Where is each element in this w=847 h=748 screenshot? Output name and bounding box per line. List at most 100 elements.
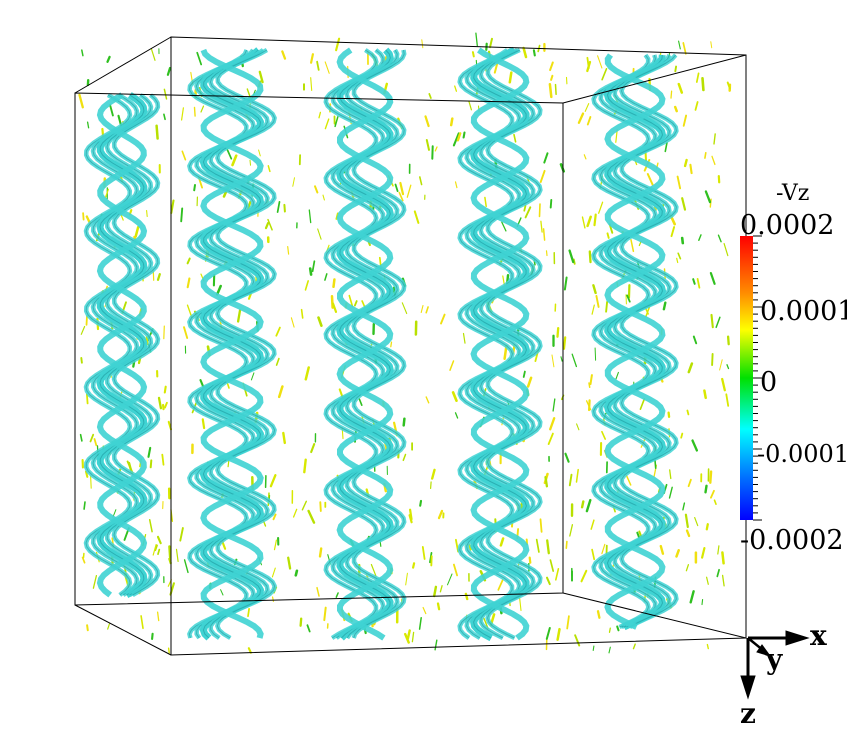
velocity-arrow (449, 117, 454, 127)
velocity-arrow (677, 252, 682, 260)
velocity-arrow (272, 596, 274, 602)
velocity-arrow (304, 366, 310, 381)
velocity-arrow (468, 100, 472, 111)
velocity-arrow (151, 632, 154, 640)
velocity-arrow (434, 146, 438, 152)
velocity-arrow (401, 302, 408, 315)
velocity-arrow (163, 113, 166, 121)
velocity-arrow (471, 51, 475, 58)
velocity-arrow (497, 579, 504, 591)
velocity-arrow (86, 121, 90, 129)
velocity-arrow (412, 562, 416, 569)
velocity-arrow (236, 309, 242, 323)
velocity-arrow (425, 396, 430, 404)
velocity-arrow (698, 234, 702, 242)
velocity-arrow (353, 300, 358, 307)
velocity-arrow (563, 276, 568, 291)
velocity-arrow (358, 398, 363, 407)
velocity-arrow (109, 104, 114, 117)
velocity-arrow (592, 645, 595, 651)
velocity-arrow (247, 292, 252, 300)
velocity-arrow (695, 72, 700, 83)
velocity-arrow (468, 543, 472, 551)
velocity-arrow (544, 475, 549, 488)
helix-strand-shade (216, 49, 276, 639)
velocity-arrow (546, 576, 551, 586)
velocity-arrow (680, 236, 685, 245)
velocity-arrow (170, 199, 175, 215)
velocity-arrow (264, 222, 270, 230)
velocity-arrow (152, 543, 157, 556)
velocity-arrow (625, 474, 632, 486)
velocity-arrow (608, 627, 611, 633)
velocity-arrow (710, 489, 715, 499)
velocity-arrow (549, 61, 554, 72)
helical-isosurfaces (83, 46, 679, 642)
velocity-arrow (673, 105, 678, 113)
velocity-arrow (674, 65, 678, 73)
velocity-arrow (678, 40, 681, 50)
velocity-arrow (196, 51, 203, 66)
velocity-arrow (576, 423, 580, 431)
velocity-arrow (308, 267, 313, 276)
velocity-arrow (318, 547, 323, 558)
velocity-arrow (82, 212, 85, 221)
velocity-arrow (691, 439, 699, 452)
velocity-arrow (677, 82, 684, 94)
velocity-arrow (452, 563, 459, 577)
velocity-arrow (593, 213, 597, 227)
velocity-arrow (316, 586, 320, 597)
velocity-arrow (183, 559, 189, 574)
velocity-arrow (591, 548, 596, 561)
velocity-arrow (439, 585, 443, 593)
colorbar (740, 235, 762, 521)
velocity-arrow (587, 399, 591, 412)
velocity-arrow (428, 93, 432, 99)
velocity-arrow (687, 362, 694, 374)
velocity-arrow (528, 556, 532, 564)
velocity-arrow (247, 608, 250, 618)
colorbar-title: -Vz (776, 181, 810, 206)
velocity-arrow (332, 278, 336, 289)
velocity-arrow (181, 150, 187, 161)
velocity-arrow (725, 393, 730, 407)
velocity-arrow (324, 118, 330, 130)
velocity-arrow (201, 418, 206, 430)
velocity-arrow (499, 537, 505, 547)
velocity-arrow (86, 393, 89, 405)
velocity-arrow (420, 304, 424, 314)
velocity-arrow (181, 107, 184, 121)
velocity-arrow (535, 538, 540, 553)
velocity-arrow (215, 284, 222, 296)
velocity-arrow (277, 385, 284, 399)
helix-strand (470, 47, 530, 641)
velocity-arrow (717, 234, 722, 243)
velocity-arrow (606, 232, 610, 239)
velocity-arrow (595, 294, 600, 308)
velocity-arrow (590, 519, 595, 530)
velocity-arrow (669, 469, 672, 480)
velocity-arrow (689, 163, 693, 175)
bounding-box (74, 36, 747, 656)
velocity-arrow (301, 500, 307, 511)
velocity-arrow (93, 438, 98, 447)
velocity-arrow (306, 624, 311, 633)
velocity-arrow (186, 257, 191, 265)
velocity-arrow (226, 148, 233, 160)
velocity-arrow (411, 631, 415, 643)
velocity-arrow (402, 453, 407, 462)
velocity-arrow (549, 417, 556, 431)
velocity-arrow (682, 114, 688, 127)
velocity-arrow (334, 116, 339, 128)
velocity-arrow (89, 433, 95, 443)
velocity-arrow (402, 417, 406, 427)
velocity-arrow (682, 502, 686, 511)
velocity-arrow (548, 82, 553, 99)
velocity-arrow (586, 215, 592, 228)
velocity-arrow (179, 527, 184, 542)
velocity-arrow (299, 617, 303, 627)
velocity-arrow (409, 508, 413, 521)
velocity-arrow (696, 277, 701, 289)
velocity-arrow (163, 385, 167, 394)
velocity-arrow (324, 61, 330, 74)
